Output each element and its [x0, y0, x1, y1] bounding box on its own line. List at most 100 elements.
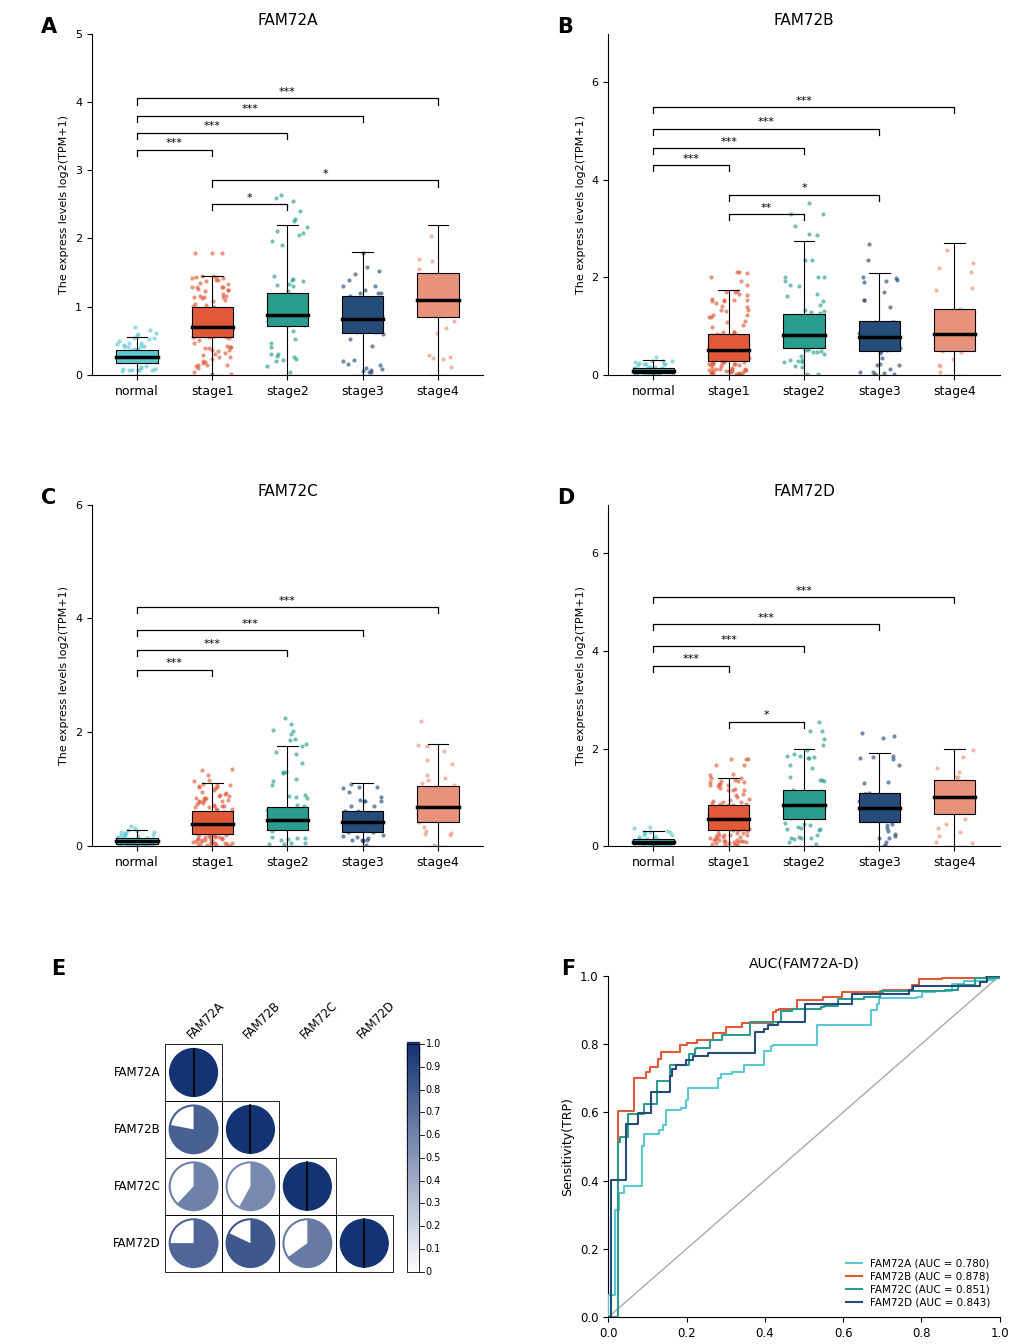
Point [357, 790, 373, 812]
Point [197, 316, 213, 337]
Bar [407, 1074, 419, 1075]
Point [120, 359, 137, 380]
Point [737, 747, 753, 769]
FAM72C (AUC = 0.851) [819, 999, 832, 1015]
Point [192, 821, 208, 843]
Title: FAM72C: FAM72C [257, 484, 318, 500]
FAM72A (AUC = 0.780) [820, 1017, 833, 1034]
Point [142, 344, 158, 366]
Circle shape [169, 1163, 217, 1210]
Point [279, 828, 296, 849]
Point [212, 317, 228, 339]
Point [940, 320, 956, 341]
Point [883, 746, 900, 767]
Point [288, 827, 305, 848]
Point [417, 823, 433, 844]
Text: D: D [557, 488, 574, 508]
Point [935, 301, 952, 323]
Point [369, 302, 385, 324]
Point [638, 352, 654, 374]
Point [275, 762, 291, 784]
Point [297, 832, 313, 853]
Point [189, 812, 205, 833]
Bar [407, 1093, 419, 1094]
Point [711, 814, 728, 836]
Point [337, 820, 354, 841]
Point [132, 349, 149, 371]
Point [803, 249, 819, 270]
Point [277, 761, 293, 782]
Point [709, 818, 726, 840]
Point [213, 243, 229, 265]
Point [288, 786, 305, 808]
Point [882, 790, 899, 812]
Point [711, 343, 728, 364]
Point [199, 816, 215, 837]
Point [373, 790, 389, 812]
Point [731, 347, 747, 368]
Point [796, 249, 812, 270]
Point [199, 353, 215, 375]
Point [889, 269, 905, 290]
Bar [407, 1116, 419, 1117]
Point [626, 362, 642, 383]
Point [200, 805, 216, 827]
Point [289, 296, 306, 317]
Point [635, 835, 651, 856]
Point [881, 296, 898, 317]
Point [216, 801, 232, 823]
Point [206, 796, 222, 817]
Point [786, 314, 802, 336]
Point [864, 331, 880, 352]
Point [189, 831, 205, 852]
Bar [407, 1181, 419, 1184]
Point [703, 345, 719, 367]
Bar [407, 1121, 419, 1124]
Point [263, 344, 279, 366]
Point [354, 308, 370, 329]
FAM72A (AUC = 0.780) [601, 1309, 613, 1325]
Point [963, 278, 979, 300]
Point [703, 792, 719, 813]
Point [707, 832, 723, 853]
Point [284, 276, 301, 297]
Bar [407, 1247, 419, 1249]
Point [810, 800, 826, 821]
FAM72C (AUC = 0.851) [773, 1011, 786, 1027]
Point [723, 763, 740, 785]
Point [438, 784, 454, 805]
Bar [407, 1245, 419, 1246]
Point [370, 319, 386, 340]
Point [263, 336, 279, 358]
Point [719, 832, 736, 853]
Point [187, 301, 204, 323]
Point [953, 790, 969, 812]
Point [220, 274, 236, 296]
Bar [407, 1175, 419, 1177]
Point [884, 364, 901, 386]
Point [133, 835, 150, 856]
Point [632, 829, 648, 851]
Point [650, 360, 666, 382]
Point [445, 774, 462, 796]
Point [116, 335, 132, 356]
Point [733, 817, 749, 839]
Text: *: * [247, 194, 253, 203]
Point [928, 304, 945, 325]
Wedge shape [226, 1219, 274, 1267]
Point [197, 829, 213, 851]
Bar [407, 1145, 419, 1146]
Point [219, 833, 235, 855]
Point [341, 328, 358, 349]
Point [815, 266, 832, 288]
Point [351, 802, 367, 824]
Text: F: F [560, 958, 575, 978]
Bar [407, 1176, 419, 1177]
Point [220, 818, 236, 840]
Point [444, 754, 461, 775]
FAM72B (AUC = 0.878) [935, 970, 948, 986]
Point [205, 297, 221, 319]
Point [265, 290, 281, 312]
Point [627, 352, 643, 374]
Point [707, 754, 723, 775]
